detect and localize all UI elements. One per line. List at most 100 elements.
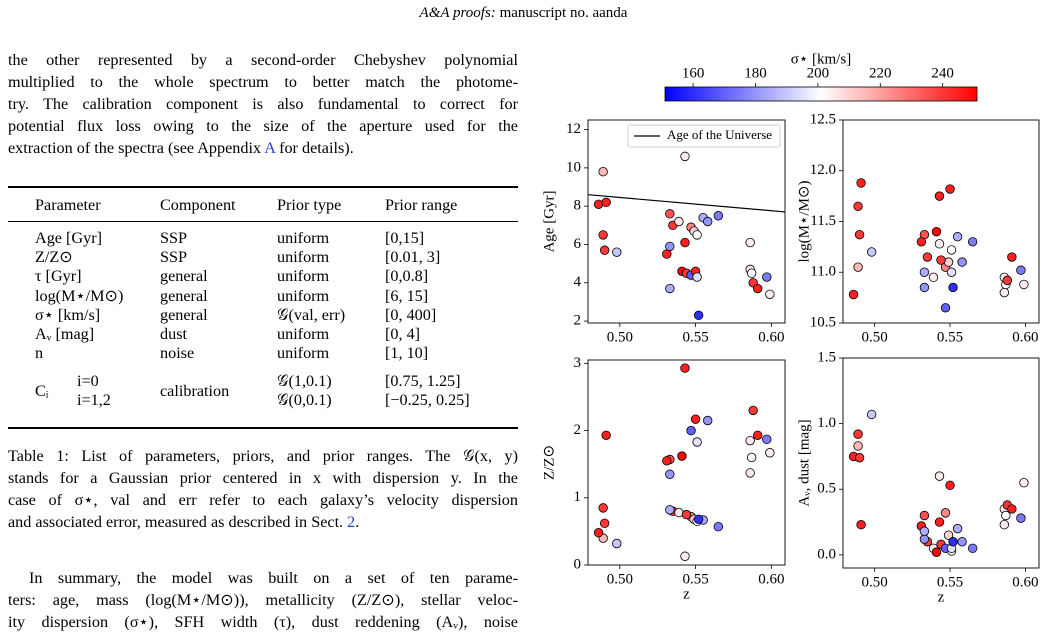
table-cell: n (35, 343, 44, 362)
data-point (919, 534, 930, 544)
data-point (854, 453, 865, 463)
y-tick-label: 8 (574, 198, 582, 214)
table-cell: general (160, 305, 208, 324)
data-point (946, 245, 957, 255)
data-point (1016, 513, 1026, 523)
table-cell: uniform (277, 266, 330, 285)
colorbar-tick-label: 240 (931, 65, 954, 81)
data-point (1007, 504, 1017, 514)
y-tick-label: 2 (574, 313, 582, 329)
text-span: the other represented by a second-order … (8, 51, 518, 69)
x-tick-label: 0.60 (758, 329, 784, 345)
data-point (680, 551, 690, 561)
data-point (680, 363, 690, 373)
table-cell: [0.75, 1.25] (385, 371, 461, 390)
text-span: In summary, the model was built on a set… (29, 569, 518, 587)
text-line: ity dispersion (σ⋆), SFH width (τ), dust… (8, 611, 518, 633)
data-point (936, 255, 946, 265)
data-point (662, 456, 672, 466)
table-cell: [0,15] (385, 228, 425, 247)
data-point (753, 430, 763, 440)
data-point (856, 519, 866, 530)
table-cell: SSP (160, 247, 188, 266)
y-tick-label: 1.5 (817, 349, 836, 365)
data-point (940, 303, 951, 313)
table-cell: Z/Z⊙ (35, 247, 73, 266)
data-point (934, 239, 945, 249)
table-cell: uniform (277, 343, 330, 362)
text-span: for details). (275, 139, 354, 157)
colorbar-label: σ⋆ [km/s] (791, 51, 851, 67)
data-point (1016, 265, 1026, 275)
link[interactable]: A (264, 139, 276, 157)
text-span: extraction of the spectra (see Appendix (8, 139, 265, 157)
data-point (934, 191, 945, 201)
y-axis-label: Aᵥ, dust [mag] (796, 419, 812, 506)
text-span: . (355, 513, 360, 531)
data-point (612, 538, 622, 549)
y-axis-label: log(M⋆/M⊙) (796, 181, 812, 263)
table-cell: uniform (277, 228, 330, 247)
data-point (919, 510, 930, 521)
y-tick-label: 1.0 (817, 415, 836, 431)
column-header: Component (160, 195, 236, 214)
data-point (952, 523, 963, 534)
data-point (703, 216, 713, 227)
text-line: the other represented by a second-order … (8, 49, 518, 71)
text-line: multiplied to the whole spectrum to bett… (8, 71, 518, 93)
text-line: ters: age, mass (log(M⋆/M⊙)), metallicit… (8, 589, 518, 611)
data-point (999, 287, 1010, 298)
legend-label: Age of the Universe (667, 127, 772, 142)
link[interactable]: 2 (347, 513, 356, 531)
axes-frame (587, 359, 786, 566)
table-cell: 𝒢(val, err) (277, 305, 346, 324)
table-rule (8, 427, 518, 429)
table-cell: dust (160, 324, 187, 343)
table-cell: [0, 4] (385, 324, 421, 343)
x-axis-label: z (938, 589, 945, 605)
colorbar-tick-label: 180 (744, 65, 767, 81)
table-cell: [0.01, 3] (385, 247, 441, 266)
y-tick-label: 6 (574, 236, 582, 252)
data-point (1019, 279, 1029, 290)
data-point (680, 151, 690, 162)
text-span: stands for a Gaussian prior centered in … (8, 469, 518, 487)
colorbar-tick-label: 200 (807, 65, 830, 81)
table-cell: 𝒢(0,0.1) (277, 390, 332, 409)
y-axis-label: Z/Z⊙ (541, 445, 557, 480)
y-tick-label: 2 (574, 422, 582, 438)
table-cell: 𝒢(1,0.1) (277, 371, 332, 390)
y-tick-label: 1 (574, 489, 582, 505)
colorbar-tick-label: 220 (869, 65, 892, 81)
data-point (853, 441, 863, 451)
x-tick-label: 0.50 (607, 329, 633, 345)
table-cell: Age [Gyr] (35, 228, 102, 247)
text-line: extraction of the spectra (see Appendix … (8, 137, 518, 159)
data-point (866, 247, 877, 257)
axes-frame (842, 119, 1040, 324)
data-point (952, 232, 963, 242)
data-point (919, 282, 930, 293)
data-point (853, 262, 863, 272)
x-axis-label: z (683, 586, 690, 602)
data-point (765, 448, 775, 458)
table-cell: noise (160, 343, 195, 362)
data-point (753, 283, 763, 294)
y-tick-label: 11.5 (810, 213, 836, 229)
y-tick-label: 12.5 (810, 111, 836, 127)
x-tick-label: 0.55 (682, 329, 708, 345)
table-cell: SSP (160, 228, 188, 247)
table-cell: τ [Gyr] (35, 266, 82, 285)
data-point (612, 247, 622, 257)
table-cell: [1, 10] (385, 343, 429, 362)
text-line: try. The calibration component is also f… (8, 93, 518, 115)
data-point (674, 216, 684, 227)
data-point (665, 209, 675, 219)
data-point (1007, 252, 1017, 262)
data-point (948, 537, 958, 547)
data-point (598, 167, 608, 177)
table-cell: i=1,2 (77, 390, 111, 409)
colorbar-tick-label: 160 (682, 65, 705, 81)
